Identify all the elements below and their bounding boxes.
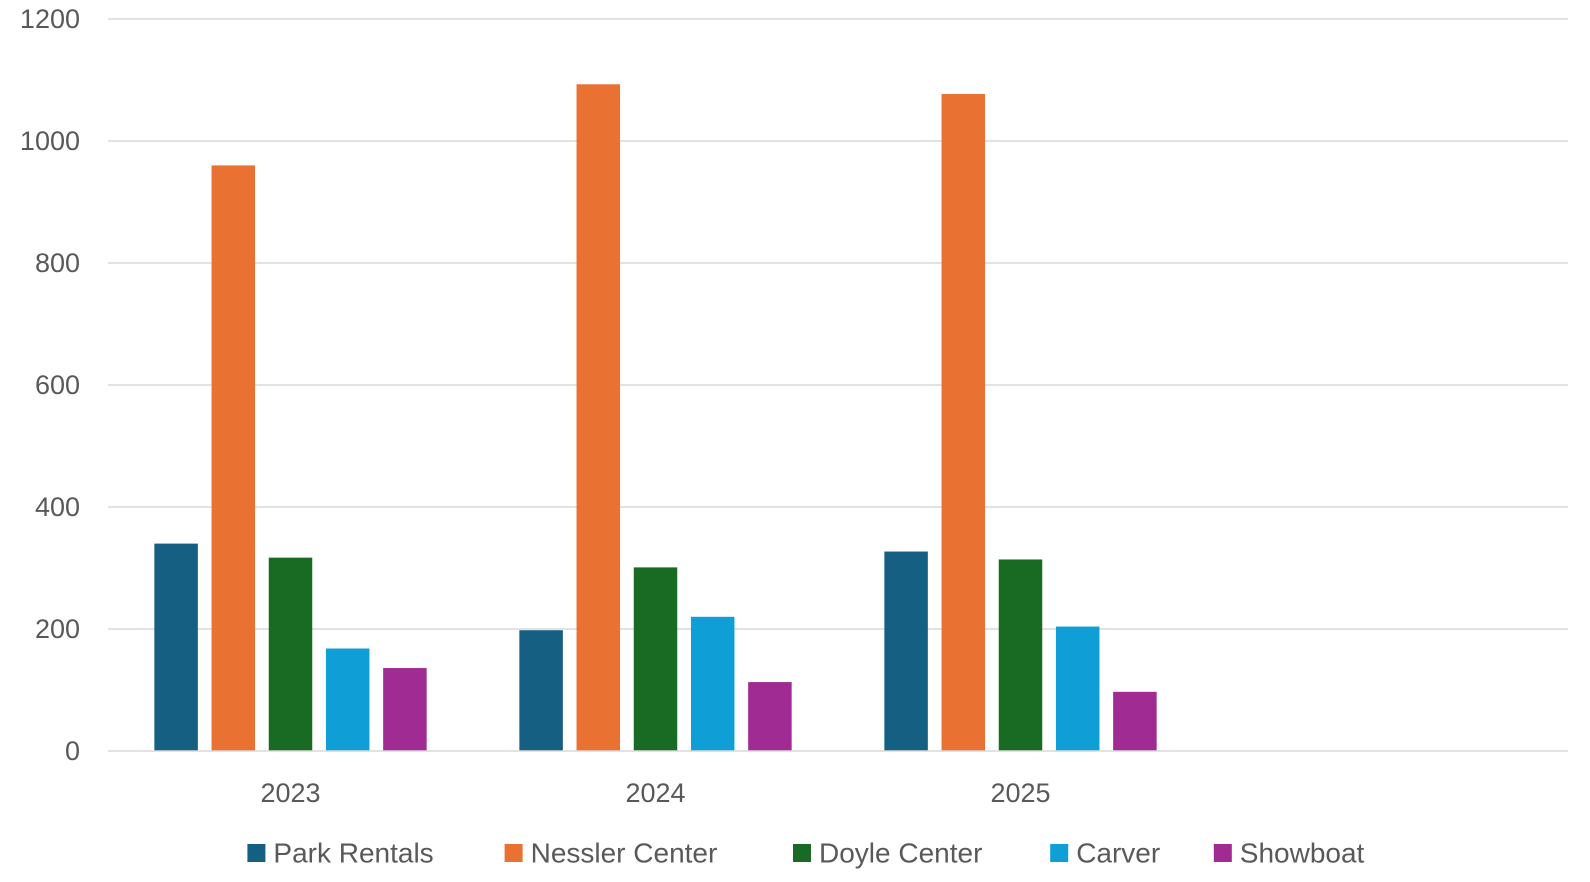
bar [268,557,313,751]
legend-label: Showboat [1240,838,1365,869]
legend-label: Doyle Center [819,838,982,869]
bar [576,84,621,751]
y-tick-label: 800 [35,248,80,278]
legend-item: Showboat [1213,838,1365,869]
bar [1055,626,1100,751]
bar [748,682,792,751]
bar [154,543,198,751]
legend-item: Doyle Center [793,838,982,869]
y-tick-label: 0 [65,736,80,766]
bar [690,616,735,751]
x-tick-label: 2025 [990,778,1050,808]
legend-swatch [1050,844,1069,862]
y-tick-label: 1000 [20,126,80,156]
gridlines [108,18,1568,630]
bars [154,84,1157,751]
bar [325,648,370,751]
legend-item: Carver [1050,838,1160,869]
legend-swatch [1213,844,1232,862]
bar [211,165,256,751]
bar [884,551,928,751]
bar [633,567,678,751]
bar [1113,691,1157,751]
legend-label: Nessler Center [531,838,718,869]
y-tick-label: 400 [35,492,80,522]
x-axis: 2023 2024 2025 [260,778,1050,808]
bar [519,630,563,751]
legend-item: Park Rentals [247,838,434,869]
legend-item: Nessler Center [504,838,718,869]
legend-label: Carver [1076,838,1160,869]
legend-swatch [793,844,811,862]
y-axis: 0 200 400 600 800 1000 1200 [20,4,80,766]
legend-label: Park Rentals [273,838,433,869]
legend-swatch [247,844,266,862]
bar [383,668,427,751]
y-tick-label: 1200 [20,4,80,34]
x-tick-label: 2024 [625,778,685,808]
bar [941,94,986,751]
legend: Park Rentals Nessler Center Doyle Center Ca… [247,838,1365,869]
legend-swatch [504,844,523,862]
bar [998,559,1043,751]
y-tick-label: 200 [35,614,80,644]
x-tick-label: 2023 [260,778,320,808]
y-tick-label: 600 [35,370,80,400]
